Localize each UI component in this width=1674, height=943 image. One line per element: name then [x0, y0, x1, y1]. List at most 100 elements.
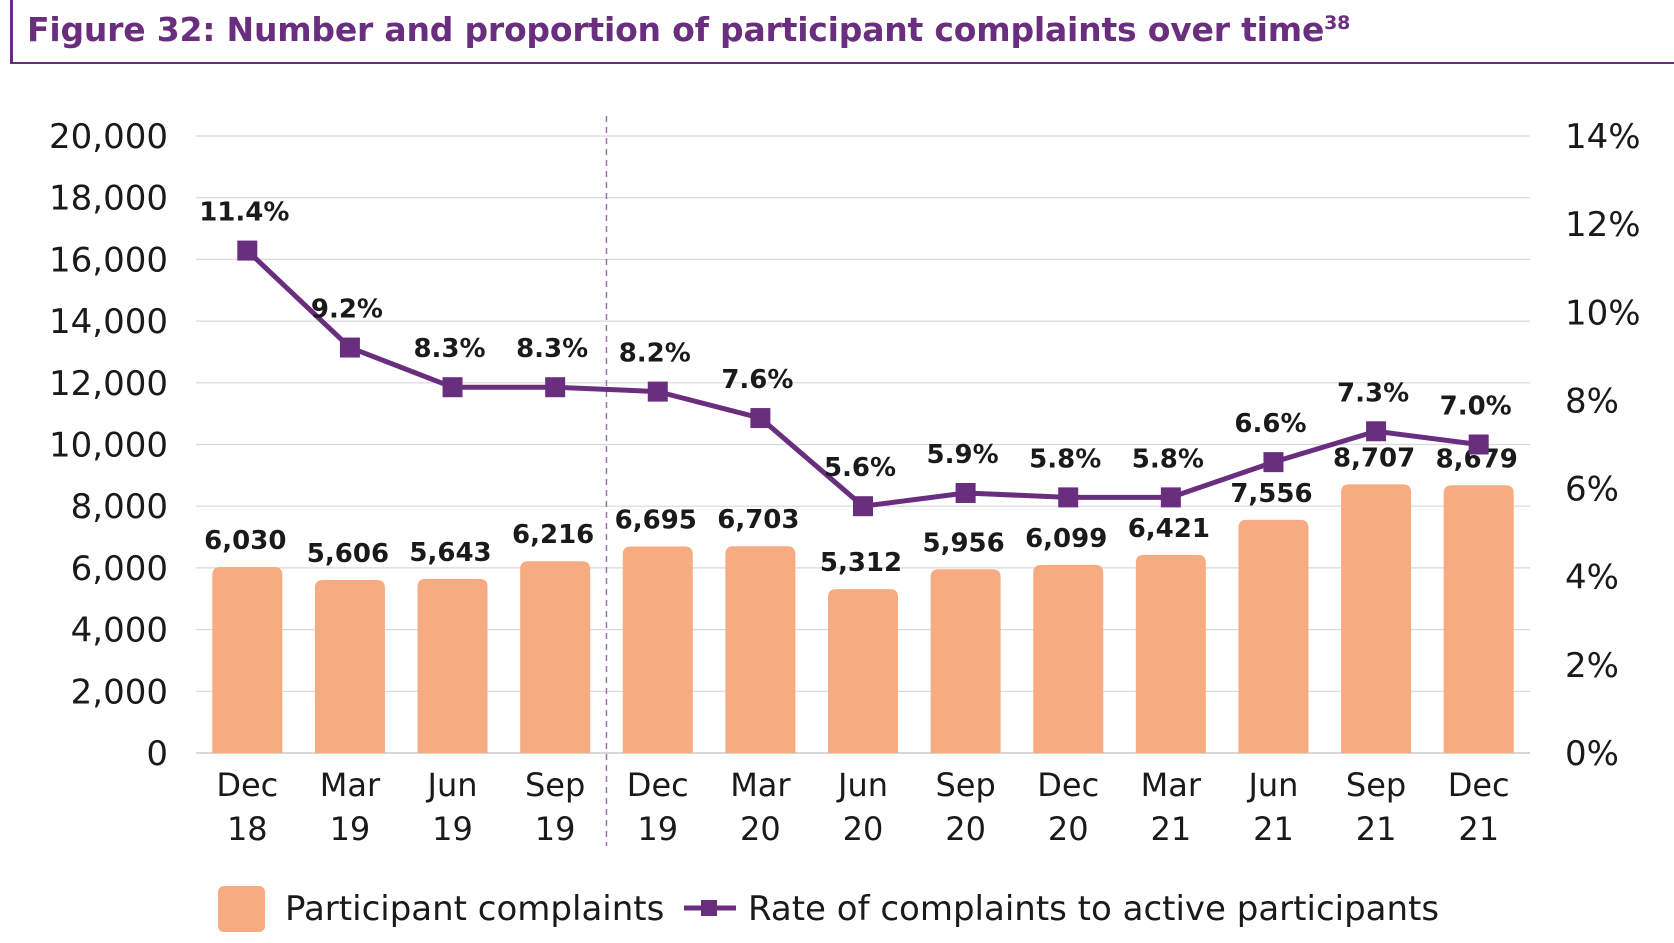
- bars: [212, 484, 1514, 753]
- x-tick-month: Sep: [525, 766, 585, 804]
- bar-value-label: 8,707: [1333, 443, 1415, 473]
- bar-value-label: 5,312: [820, 548, 902, 578]
- chart-title: Figure 32: Number and proportion of part…: [27, 10, 1351, 49]
- rate-marker: [853, 496, 873, 517]
- rate-marker: [1366, 421, 1387, 442]
- rate-marker: [647, 381, 668, 402]
- x-tick-year: 21: [1356, 810, 1397, 848]
- rate-value-label: 7.6%: [721, 365, 793, 395]
- left-tick-label: 6,000: [71, 549, 168, 589]
- x-tick-year: 21: [1458, 810, 1499, 848]
- left-tick-label: 0: [146, 734, 168, 774]
- bar-value-label: 6,030: [204, 526, 286, 556]
- legend-bar-swatch: [218, 886, 265, 932]
- rate-marker: [442, 377, 463, 398]
- x-tick-month: Jun: [836, 766, 888, 804]
- bar-value-label: 6,216: [512, 520, 594, 550]
- rate-value-label: 5.8%: [1132, 444, 1204, 474]
- right-tick-label: 0%: [1565, 734, 1619, 774]
- bar-value-label: 5,643: [409, 538, 491, 568]
- left-tick-label: 18,000: [49, 179, 168, 219]
- rate-marker: [750, 408, 771, 429]
- bar: [417, 578, 488, 753]
- rate-value-label: 9.2%: [311, 295, 383, 325]
- left-tick-label: 2,000: [71, 672, 168, 712]
- left-y-axis: 0 2,000 4,000 6,000 8,000 10,000 12,000 14,000 1…: [49, 117, 168, 774]
- x-tick-year: 20: [1048, 810, 1089, 848]
- rate-marker: [955, 482, 976, 503]
- right-tick-label: 12%: [1565, 205, 1641, 245]
- rate-marker: [1263, 452, 1284, 473]
- left-tick-label: 16,000: [49, 240, 168, 280]
- x-tick-month: Dec: [1037, 766, 1099, 804]
- rate-value-label: 8.2%: [619, 339, 691, 369]
- bar: [828, 589, 898, 753]
- left-tick-label: 20,000: [49, 117, 168, 157]
- bar-value-label: 6,703: [717, 505, 799, 535]
- bar: [212, 566, 283, 753]
- bar-value-label: 5,956: [922, 528, 1004, 558]
- legend-bar-label: Participant complaints: [285, 889, 664, 929]
- x-tick-month: Mar: [320, 766, 381, 804]
- x-tick-month: Jun: [1246, 766, 1298, 804]
- bar: [725, 546, 796, 753]
- x-tick-year: 19: [330, 810, 371, 848]
- x-axis: Dec 18 Mar 19 Jun 19 Sep 19 Dec 19 Mar 20 Jun 20 Sep 20…: [216, 766, 1509, 848]
- x-tick-year: 19: [432, 810, 473, 848]
- x-tick-year: 21: [1253, 810, 1294, 848]
- rate-line: [237, 240, 1489, 517]
- right-tick-label: 14%: [1565, 117, 1641, 157]
- x-tick-year: 21: [1150, 810, 1191, 848]
- right-tick-label: 2%: [1565, 646, 1619, 686]
- bar: [520, 561, 591, 753]
- bar: [314, 580, 385, 753]
- left-tick-label: 10,000: [49, 426, 168, 466]
- left-tick-label: 8,000: [71, 487, 168, 527]
- right-tick-label: 6%: [1565, 470, 1619, 510]
- bar: [1443, 485, 1514, 753]
- rate-marker: [545, 377, 566, 398]
- rate-value-label: 5.9%: [927, 440, 999, 470]
- rate-value-label: 7.0%: [1440, 392, 1512, 422]
- x-tick-year: 20: [945, 810, 986, 848]
- rate-marker: [237, 240, 258, 261]
- x-tick-month: Dec: [1448, 766, 1510, 804]
- bar: [1135, 554, 1206, 753]
- bar: [1033, 564, 1104, 753]
- legend-line-label: Rate of complaints to active participant…: [748, 889, 1439, 929]
- x-tick-year: 20: [740, 810, 781, 848]
- line-labels: 11.4% 9.2% 8.3% 8.3% 8.2% 7.6% 5.6% 5.9% 5.8% 5.8…: [199, 198, 1512, 484]
- x-tick-month: Sep: [1346, 766, 1406, 804]
- legend-line-marker: [701, 900, 717, 916]
- x-tick-year: 19: [535, 810, 576, 848]
- x-tick-year: 18: [227, 810, 268, 848]
- bar-value-label: 6,421: [1128, 514, 1210, 544]
- x-tick-month: Mar: [730, 766, 791, 804]
- left-tick-label: 14,000: [49, 302, 168, 342]
- right-y-axis: 0% 2% 4% 6% 8% 10% 12% 14%: [1565, 117, 1641, 774]
- x-tick-year: 20: [843, 810, 884, 848]
- bar-value-label: 5,606: [307, 539, 389, 569]
- bar: [930, 569, 1001, 753]
- x-tick-year: 19: [637, 810, 678, 848]
- bar-value-label: 7,556: [1230, 479, 1312, 509]
- rate-value-label: 11.4%: [199, 198, 289, 228]
- rate-value-label: 5.6%: [824, 453, 896, 483]
- rate-marker: [1468, 434, 1489, 455]
- left-tick-label: 12,000: [49, 364, 168, 404]
- x-tick-month: Sep: [935, 766, 995, 804]
- right-tick-label: 8%: [1565, 381, 1619, 421]
- rate-value-label: 8.3%: [413, 334, 485, 364]
- x-tick-month: Dec: [627, 766, 689, 804]
- bar: [1238, 519, 1309, 753]
- rate-marker: [1160, 487, 1181, 508]
- rate-value-label: 8.3%: [516, 334, 588, 364]
- rate-marker: [339, 337, 360, 358]
- right-tick-label: 4%: [1565, 558, 1619, 598]
- legend: Participant complaints Rate of complaint…: [218, 886, 1439, 932]
- rate-marker: [1058, 487, 1079, 508]
- bar-value-label: 6,695: [615, 505, 697, 535]
- bar-labels: 6,030 5,606 5,643 6,216 6,695 6,703 5,312 5,956…: [204, 443, 1518, 578]
- x-tick-month: Dec: [216, 766, 278, 804]
- x-tick-month: Mar: [1141, 766, 1202, 804]
